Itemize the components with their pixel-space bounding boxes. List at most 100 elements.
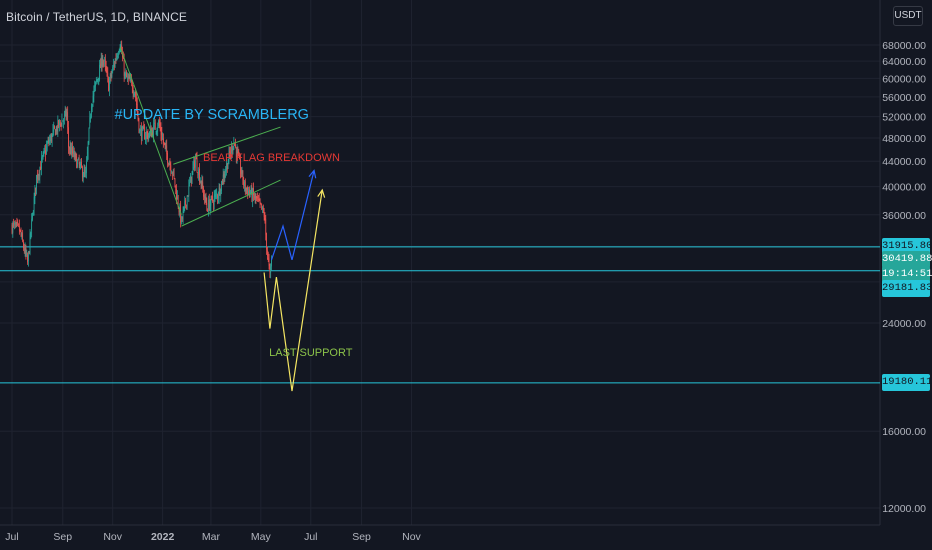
candle[interactable]: [31, 213, 33, 238]
candle[interactable]: [67, 106, 69, 134]
candle[interactable]: [237, 146, 239, 158]
candle[interactable]: [78, 154, 80, 169]
candle[interactable]: [241, 166, 243, 178]
candle[interactable]: [161, 126, 163, 145]
candle[interactable]: [193, 156, 195, 171]
candle[interactable]: [131, 74, 132, 87]
candle[interactable]: [134, 91, 136, 98]
candle[interactable]: [100, 58, 101, 68]
candle[interactable]: [45, 144, 46, 162]
candle[interactable]: [228, 146, 230, 165]
candle[interactable]: [13, 218, 15, 228]
candle[interactable]: [129, 74, 131, 82]
candle[interactable]: [173, 167, 175, 180]
candle[interactable]: [109, 72, 111, 84]
candle[interactable]: [242, 170, 244, 185]
candle[interactable]: [85, 166, 87, 178]
candle[interactable]: [131, 79, 133, 94]
candle[interactable]: [163, 142, 165, 146]
candle[interactable]: [81, 165, 83, 182]
candle[interactable]: [113, 58, 114, 71]
candle[interactable]: [48, 136, 50, 147]
candle[interactable]: [14, 220, 16, 229]
candle[interactable]: [240, 167, 242, 178]
candle[interactable]: [112, 65, 114, 74]
candle[interactable]: [84, 165, 86, 178]
candle[interactable]: [38, 169, 40, 181]
candle[interactable]: [262, 204, 264, 214]
candles[interactable]: [11, 40, 272, 279]
candle[interactable]: [118, 48, 120, 55]
candle[interactable]: [217, 191, 219, 204]
candle[interactable]: [141, 126, 143, 142]
candle[interactable]: [166, 139, 168, 161]
candle[interactable]: [52, 124, 54, 138]
candle[interactable]: [267, 246, 268, 260]
candle[interactable]: [189, 176, 191, 187]
candle[interactable]: [126, 70, 128, 78]
candle[interactable]: [176, 190, 178, 200]
candle[interactable]: [167, 150, 168, 168]
candle[interactable]: [95, 76, 97, 85]
candle[interactable]: [269, 263, 271, 278]
candle[interactable]: [239, 154, 241, 179]
candle[interactable]: [247, 185, 249, 200]
candle[interactable]: [32, 209, 34, 216]
candle[interactable]: [250, 185, 252, 195]
candle[interactable]: [36, 169, 38, 184]
candle[interactable]: [73, 147, 75, 160]
candle[interactable]: [81, 157, 82, 169]
candle[interactable]: [42, 151, 44, 160]
candle[interactable]: [105, 60, 107, 73]
candle[interactable]: [125, 68, 127, 79]
candle[interactable]: [46, 140, 48, 152]
candle[interactable]: [181, 215, 182, 225]
candle[interactable]: [43, 148, 45, 157]
candle[interactable]: [165, 140, 167, 152]
candle[interactable]: [169, 158, 171, 171]
candle[interactable]: [127, 72, 128, 82]
candle[interactable]: [202, 176, 204, 193]
candle[interactable]: [82, 171, 84, 183]
candle[interactable]: [239, 152, 240, 160]
candle[interactable]: [51, 133, 53, 147]
candle[interactable]: [244, 178, 246, 196]
candle[interactable]: [197, 172, 199, 179]
candle[interactable]: [90, 113, 91, 123]
candle[interactable]: [114, 58, 116, 68]
candle[interactable]: [248, 186, 250, 198]
candle[interactable]: [49, 134, 51, 146]
candle[interactable]: [76, 153, 78, 169]
candle[interactable]: [115, 53, 117, 64]
candle[interactable]: [229, 146, 231, 159]
candle[interactable]: [164, 142, 166, 150]
candle[interactable]: [154, 119, 156, 130]
candle[interactable]: [216, 188, 218, 200]
candle[interactable]: [23, 243, 25, 254]
candle[interactable]: [54, 125, 55, 130]
candle[interactable]: [222, 168, 224, 186]
candle[interactable]: [34, 185, 36, 205]
x-axis[interactable]: Jul Sep Nov 2022 Mar May Jul Sep Nov: [5, 531, 421, 543]
candle[interactable]: [208, 193, 210, 212]
candle[interactable]: [265, 215, 267, 241]
candle[interactable]: [96, 78, 98, 83]
candle[interactable]: [117, 52, 118, 60]
y-axis[interactable]: 12000.0016000.0024000.0028000.0032000.00…: [882, 40, 926, 515]
candle[interactable]: [227, 158, 229, 170]
candle[interactable]: [192, 161, 194, 175]
candle[interactable]: [97, 76, 99, 85]
candle[interactable]: [130, 72, 132, 83]
candle[interactable]: [20, 227, 22, 238]
candle[interactable]: [72, 145, 74, 158]
candle[interactable]: [77, 159, 78, 169]
candle[interactable]: [12, 221, 14, 238]
candle[interactable]: [72, 141, 73, 158]
candle[interactable]: [18, 223, 19, 228]
candle[interactable]: [106, 66, 108, 77]
candle[interactable]: [87, 140, 89, 160]
candle[interactable]: [154, 118, 155, 130]
candle[interactable]: [55, 125, 57, 135]
candle[interactable]: [65, 107, 67, 121]
candle[interactable]: [201, 174, 203, 189]
